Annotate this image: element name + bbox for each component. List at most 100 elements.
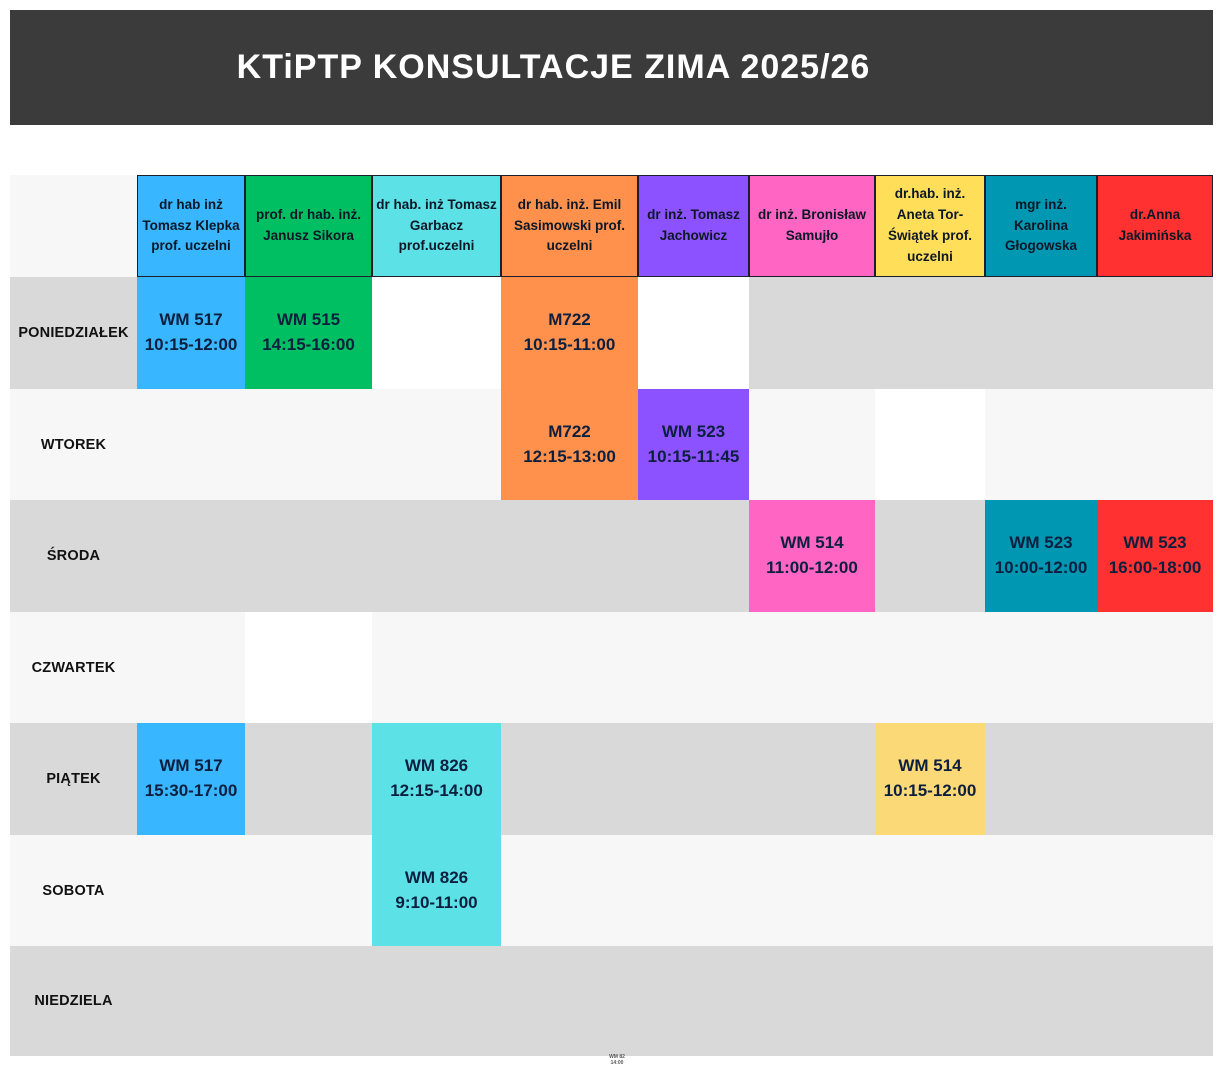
empty-cell [875,389,985,500]
empty-cell [638,946,749,1056]
empty-cell [245,835,372,946]
empty-cell [1097,389,1213,500]
time-range: 10:00-12:00 [994,558,1088,577]
room-number: WM 514 [898,756,962,776]
empty-cell [749,277,875,389]
empty-cell [638,612,749,723]
day-label: PONIEDZIAŁEK [10,277,137,389]
empty-cell [749,389,875,500]
empty-cell [875,835,985,946]
lecturer-header: dr.hab. inż. Aneta Tor-Świątek prof. ucz… [875,175,985,277]
empty-cell [372,946,501,1056]
empty-cell [985,277,1097,389]
room-number: WM 523 [1009,533,1073,553]
room-number: M722 [548,421,591,441]
empty-cell [638,500,749,612]
empty-cell [875,277,985,389]
room-number: WM 523 [661,421,726,441]
empty-cell [137,500,245,612]
lecturer-header: mgr inż. Karolina Głogowska [985,175,1097,277]
page-title: KTiPTP KONSULTACJE ZIMA 2025/26 [236,48,871,86]
consultation-cell: WM 515 14:15-16:00 [245,277,372,389]
empty-cell [638,835,749,946]
lecturer-name: dr inż. Bronisław Samujło [757,207,866,243]
empty-cell [372,277,501,389]
lecturer-header: dr hab. inż. Emil Sasimowski prof. uczel… [501,175,638,277]
time-range: 10:15-11:00 [523,335,616,354]
day-label: ŚRODA [10,500,137,612]
corner-cell [10,175,137,277]
lecturer-name: dr inż. Tomasz Jachowicz [647,207,740,243]
empty-cell [501,946,638,1056]
empty-cell [1097,612,1213,723]
consultation-cell: WM 523 10:00-12:00 [985,500,1097,612]
empty-cell [985,612,1097,723]
lecturer-name: dr hab inż Tomasz Klepka prof. uczelni [142,196,240,254]
lecturer-header: dr hab inż Tomasz Klepka prof. uczelni [137,175,245,277]
time-range: 9:10-11:00 [395,892,478,912]
empty-cell [245,723,372,835]
empty-cell [245,612,372,723]
empty-cell [137,835,245,946]
empty-cell [638,277,749,389]
empty-cell [638,723,749,835]
empty-cell [1097,277,1213,389]
lecturer-name: dr.Anna Jakimińska [1118,207,1192,243]
consultation-cell: WM 523 16:00-18:00 [1097,500,1213,612]
empty-cell [749,946,875,1056]
room-number: WM 826 [404,867,469,887]
lecturer-name: dr.hab. inż. Aneta Tor-Świątek prof. ucz… [887,186,973,264]
lecturer-header: dr inż. Tomasz Jachowicz [638,175,749,277]
empty-cell [875,500,985,612]
empty-cell [245,389,372,500]
room-number: WM 517 [159,310,223,330]
lecturer-header: prof. dr hab. inż. Janusz Sikora [245,175,372,277]
room-number: WM 517 [159,756,223,776]
empty-cell [985,835,1097,946]
empty-cell [749,612,875,723]
tiny-artifact-line2: 14:00 [610,1060,624,1066]
empty-cell [985,946,1097,1056]
lecturer-name: dr hab. inż Tomasz Garbacz prof.uczelni [376,196,497,254]
empty-cell [137,389,245,500]
consultation-cell: M722 10:15-11:00 [501,277,638,389]
empty-cell [245,946,372,1056]
consultation-cell: M722 12:15-13:00 [501,389,638,500]
empty-cell [501,500,638,612]
lecturer-name: dr hab. inż. Emil Sasimowski prof. uczel… [513,196,626,254]
lecturer-header: dr inż. Bronisław Samujło [749,175,875,277]
time-range: 10:15-12:00 [883,781,977,800]
room-number: WM 826 [404,756,469,776]
empty-cell [501,723,638,835]
empty-cell [372,500,501,612]
lecturer-header: dr.Anna Jakimińska [1097,175,1213,277]
empty-cell [1097,835,1213,946]
empty-cell [875,612,985,723]
empty-cell [875,946,985,1056]
lecturer-name: prof. dr hab. inż. Janusz Sikora [256,207,361,243]
consultation-cell: WM 514 11:00-12:00 [749,500,875,612]
day-label: WTOREK [10,389,137,500]
empty-cell [137,946,245,1056]
day-label: SOBOTA [10,835,137,946]
consultation-cell: WM 517 10:15-12:00 [137,277,245,389]
consultation-cell: WM 514 10:15-12:00 [875,723,985,835]
empty-cell [985,389,1097,500]
empty-cell [1097,946,1213,1056]
empty-cell [137,612,245,723]
room-number: M722 [548,310,591,330]
consultation-cell: WM 523 10:15-11:45 [638,389,749,500]
time-range: 16:00-18:00 [1108,558,1202,577]
room-number: WM 523 [1123,533,1187,553]
tiny-artifact-line1: WM 82 [609,1054,625,1060]
empty-cell [985,723,1097,835]
consultation-cell: WM 826 9:10-11:00 [372,835,501,946]
time-range: 10:15-11:45 [647,446,740,466]
time-range: 11:00-12:00 [766,558,858,577]
empty-cell [749,835,875,946]
time-range: 12:15-13:00 [523,446,616,466]
empty-cell [245,500,372,612]
empty-cell [501,835,638,946]
empty-cell [1097,723,1213,835]
time-range: 10:15-12:00 [144,335,238,354]
